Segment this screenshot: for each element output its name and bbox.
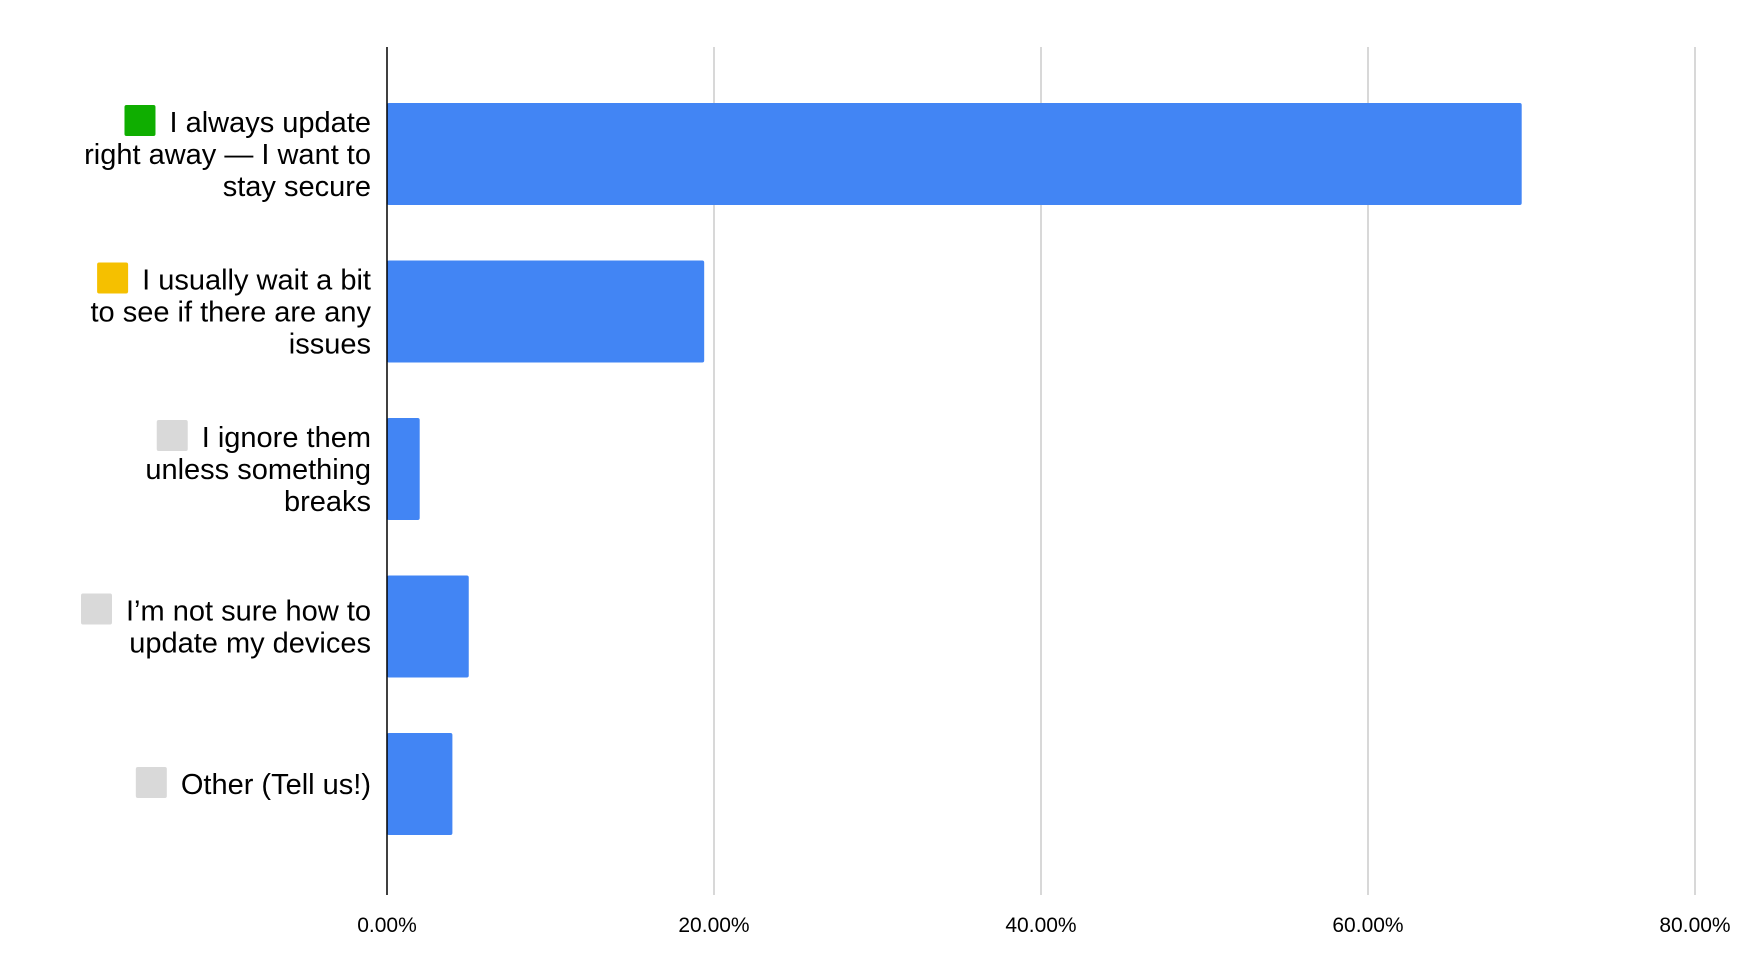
bars	[387, 103, 1522, 835]
category-label-line: Other (Tell us!)	[181, 769, 371, 801]
x-tick-label: 20.00%	[678, 914, 749, 937]
category-label-line: I always update	[169, 107, 371, 139]
category-label-line: right away — I want to	[84, 139, 371, 171]
x-tick-label: 40.00%	[1005, 914, 1076, 937]
category-label-line: breaks	[284, 486, 371, 518]
category-label-line: I usually wait a bit	[142, 265, 371, 297]
white-square-icon	[135, 767, 167, 798]
x-tick-label: 60.00%	[1332, 914, 1403, 937]
category-label-line: I ignore them	[202, 422, 371, 454]
category-label-line: issues	[289, 329, 371, 361]
x-tick-labels: 0.00% 20.00% 40.00% 60.00% 80.00%	[357, 914, 1730, 937]
category-label-line: to see if there are any	[91, 297, 372, 329]
bar	[387, 260, 705, 363]
bar	[387, 103, 1522, 205]
category-label-line: unless something	[145, 454, 371, 486]
white-square-icon	[81, 593, 112, 625]
green-square-icon	[124, 105, 156, 136]
x-tick-label: 0.00%	[357, 914, 417, 937]
bar	[387, 733, 453, 835]
category-label-line: stay secure	[223, 171, 371, 203]
bar	[387, 575, 469, 678]
bar	[387, 418, 420, 520]
category-label-line: update my devices	[129, 628, 371, 660]
category-label: Other (Tell us!)	[135, 767, 371, 801]
yellow-square-icon	[97, 262, 129, 294]
white-square-icon	[156, 420, 188, 451]
category-label-line: I’m not sure how to	[126, 596, 371, 628]
x-tick-label: 80.00%	[1659, 914, 1730, 937]
